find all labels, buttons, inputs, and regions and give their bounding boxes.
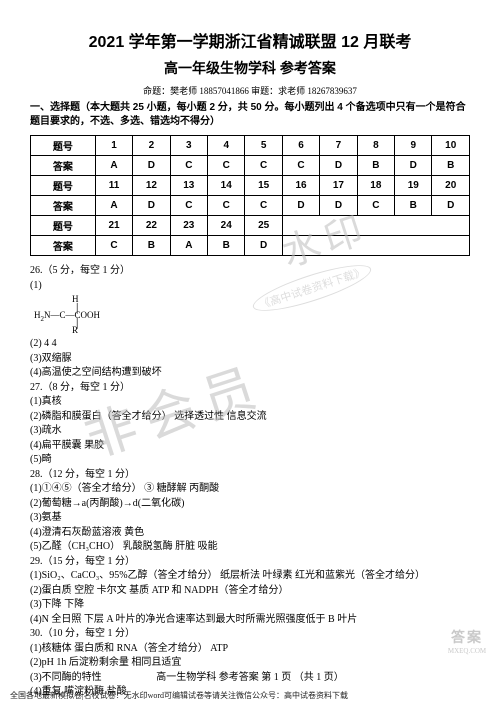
cell: 16	[282, 176, 319, 196]
cell: C	[245, 196, 282, 216]
q28-head: 28.（12 分，每空 1 分）	[30, 468, 470, 483]
cell: B	[208, 236, 245, 256]
row-label: 题号	[31, 216, 96, 236]
cell: 12	[133, 176, 170, 196]
cell: 24	[208, 216, 245, 236]
table-row: 答案 C B A B D	[31, 236, 470, 256]
q28-1: (1)①④⑤（答全才给分） ③ 糖酵解 丙酮酸	[30, 482, 470, 497]
q27-3: (3)疏水	[30, 424, 470, 439]
cell: B	[133, 236, 170, 256]
cell: B	[357, 156, 394, 176]
cell: C	[95, 236, 132, 256]
row-label: 答案	[31, 156, 96, 176]
q26-3: (3)双缩脲	[30, 352, 470, 367]
section-instruction: 一、选择题（本大题共 25 小题，每小题 2 分，共 50 分。每小题列出 4 …	[30, 101, 470, 129]
cell: D	[245, 236, 282, 256]
cell: 20	[432, 176, 470, 196]
cell: 4	[208, 136, 245, 156]
cell: 10	[432, 136, 470, 156]
row-label: 题号	[31, 176, 96, 196]
q26-1-label: (1)	[30, 279, 470, 294]
cell: D	[320, 156, 357, 176]
row-label: 答案	[31, 196, 96, 216]
cell: 9	[395, 136, 432, 156]
q27-4: (4)扁平膜囊 果胶	[30, 439, 470, 454]
page-title-2: 高一年级生物学科 参考答案	[30, 58, 470, 78]
cell: C	[208, 196, 245, 216]
cell: 2	[133, 136, 170, 156]
cell: D	[320, 196, 357, 216]
cell: 25	[245, 216, 282, 236]
cell: 22	[133, 216, 170, 236]
cell: D	[282, 196, 319, 216]
q28-5: (5)乙醛（CH₃CHO） 乳酸脱氢酶 肝脏 吸能	[30, 540, 470, 555]
cell: 11	[95, 176, 132, 196]
q30-1: (1)核糖体 蛋白质和 RNA（答全才给分） ATP	[30, 642, 470, 657]
q29-4: (4)N 全日照 下层 A 叶片的净光合速率达到最大时所需光照强度低于 B 叶片	[30, 613, 470, 628]
q28-3: (3)氨基	[30, 511, 470, 526]
answer-table: 题号 1 2 3 4 5 6 7 8 9 10 答案 A D C C C C D…	[30, 135, 470, 256]
table-row: 答案 A D C C C C D B D B	[31, 156, 470, 176]
cell: 18	[357, 176, 394, 196]
bottom-note: 全国各地最新模拟卷|名校试卷！无水印word可编辑试卷等请关注微信公众号：高中试…	[10, 690, 490, 701]
cell: 13	[170, 176, 207, 196]
cell: C	[208, 156, 245, 176]
q26-4: (4)高温使之空间结构遭到破坏	[30, 366, 470, 381]
cell: C	[245, 156, 282, 176]
cell: D	[432, 196, 470, 216]
row-label: 答案	[31, 236, 96, 256]
q29-head: 29.（15 分，每空 1 分）	[30, 555, 470, 570]
q26-head: 26.（5 分，每空 1 分）	[30, 264, 470, 279]
cell: 23	[170, 216, 207, 236]
cell: B	[395, 196, 432, 216]
cell: 21	[95, 216, 132, 236]
cell: C	[170, 156, 207, 176]
q29-3: (3)下降 下降	[30, 598, 470, 613]
cell: D	[133, 156, 170, 176]
cell: 3	[170, 136, 207, 156]
q28-4: (4)澄清石灰酚蓝溶液 黄色	[30, 526, 470, 541]
amino-acid-structure: H │ H2N—C—COOH │ R	[34, 295, 114, 335]
corner-logo-big: 答案	[440, 627, 494, 647]
q29-2: (2)蛋白质 空腔 卡尔文 基质 ATP 和 NADPH（答全才给分）	[30, 584, 470, 599]
cell: A	[95, 156, 132, 176]
table-row: 题号 21 22 23 24 25	[31, 216, 470, 236]
cell: 6	[282, 136, 319, 156]
table-row: 题号 11 12 13 14 15 16 17 18 19 20	[31, 176, 470, 196]
empty-cell	[282, 236, 469, 256]
page-title-1: 2021 学年第一学期浙江省精诚联盟 12 月联考	[30, 28, 470, 52]
table-row: 答案 A D C C C D D C B D	[31, 196, 470, 216]
cell: D	[133, 196, 170, 216]
cell: B	[432, 156, 470, 176]
q27-head: 27.（8 分，每空 1 分）	[30, 381, 470, 396]
row-label: 题号	[31, 136, 96, 156]
cell: 15	[245, 176, 282, 196]
page-footer: 高一生物学科 参考答案 第 1 页 （共 1 页）	[0, 668, 500, 683]
cell: 8	[357, 136, 394, 156]
cell: 17	[320, 176, 357, 196]
cell: C	[357, 196, 394, 216]
cell: C	[170, 196, 207, 216]
q27-1: (1)真核	[30, 395, 470, 410]
q28-2: (2)葡萄糖→a(丙酮酸)→d(二氧化碳)	[30, 497, 470, 512]
cell: 1	[95, 136, 132, 156]
cell: A	[170, 236, 207, 256]
author-line: 命题：樊老师 18857041866 审题：求老师 18267839637	[30, 84, 470, 97]
q27-2: (2)磷脂和膜蛋白（答全才给分） 选择透过性 信息交流	[30, 410, 470, 425]
cell: D	[395, 156, 432, 176]
q30-head: 30.（10 分，每空 1 分）	[30, 627, 470, 642]
cell: 5	[245, 136, 282, 156]
cell: C	[282, 156, 319, 176]
cell: 7	[320, 136, 357, 156]
table-row: 题号 1 2 3 4 5 6 7 8 9 10	[31, 136, 470, 156]
cell: 19	[395, 176, 432, 196]
corner-logo-sub: MXEQ.COM	[448, 647, 486, 655]
q26-2: (2) 4 4	[30, 337, 470, 352]
cell: A	[95, 196, 132, 216]
cell: 14	[208, 176, 245, 196]
q27-5: (5)畸	[30, 453, 470, 468]
answer-body: 26.（5 分，每空 1 分） (1) H │ H2N—C—COOH │ R (…	[30, 264, 470, 700]
q29-1: (1)SiO₂、CaCO₃、95%乙醇（答全才给分） 纸层析法 叶绿素 红光和蓝…	[30, 569, 470, 584]
empty-cell	[282, 216, 469, 236]
